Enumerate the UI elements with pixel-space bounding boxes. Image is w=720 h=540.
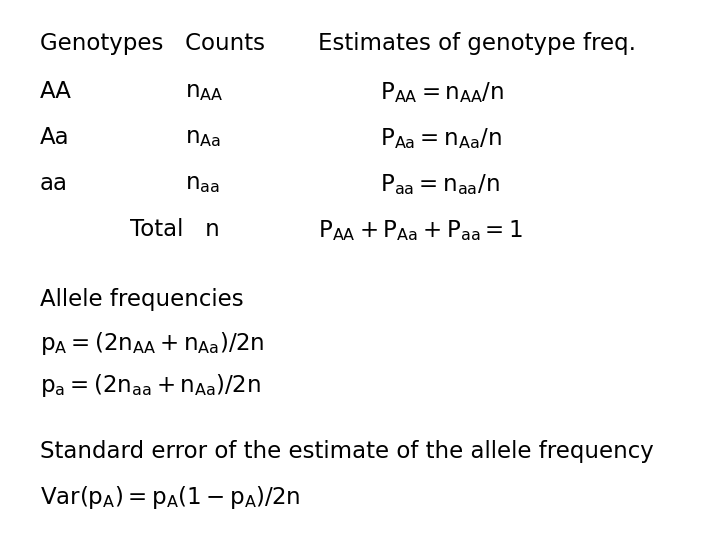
- Text: aa: aa: [40, 172, 68, 195]
- Text: $\rm p_A = (2n_{AA} + n_{Aa})/2n$: $\rm p_A = (2n_{AA} + n_{Aa})/2n$: [40, 330, 264, 357]
- Text: Standard error of the estimate of the allele frequency: Standard error of the estimate of the al…: [40, 440, 654, 463]
- Text: $\rm n_{Aa}$: $\rm n_{Aa}$: [185, 126, 221, 149]
- Text: $\rm P_{AA} = n_{AA}/n$: $\rm P_{AA} = n_{AA}/n$: [380, 80, 504, 105]
- Text: $\rm n_{aa}$: $\rm n_{aa}$: [185, 172, 220, 195]
- Text: $\rm Var(p_A) = p_A(1 - p_A)/2n$: $\rm Var(p_A) = p_A(1 - p_A)/2n$: [40, 484, 300, 511]
- Text: $\rm p_a = (2n_{aa} + n_{Aa})/2n$: $\rm p_a = (2n_{aa} + n_{Aa})/2n$: [40, 372, 261, 399]
- Text: $\rm P_{aa} = n_{aa}/n$: $\rm P_{aa} = n_{aa}/n$: [380, 172, 500, 197]
- Text: Allele frequencies: Allele frequencies: [40, 288, 243, 311]
- Text: $\rm n_{AA}$: $\rm n_{AA}$: [185, 80, 223, 103]
- Text: AA: AA: [40, 80, 72, 103]
- Text: Genotypes   Counts: Genotypes Counts: [40, 32, 265, 55]
- Text: $\rm P_{Aa} = n_{Aa}/n$: $\rm P_{Aa} = n_{Aa}/n$: [380, 126, 502, 151]
- Text: Aa: Aa: [40, 126, 70, 149]
- Text: $\rm P_{AA} + P_{Aa} + P_{aa} = 1$: $\rm P_{AA} + P_{Aa} + P_{aa} = 1$: [318, 218, 523, 243]
- Text: Total   n: Total n: [130, 218, 220, 241]
- Text: Estimates of genotype freq.: Estimates of genotype freq.: [318, 32, 636, 55]
